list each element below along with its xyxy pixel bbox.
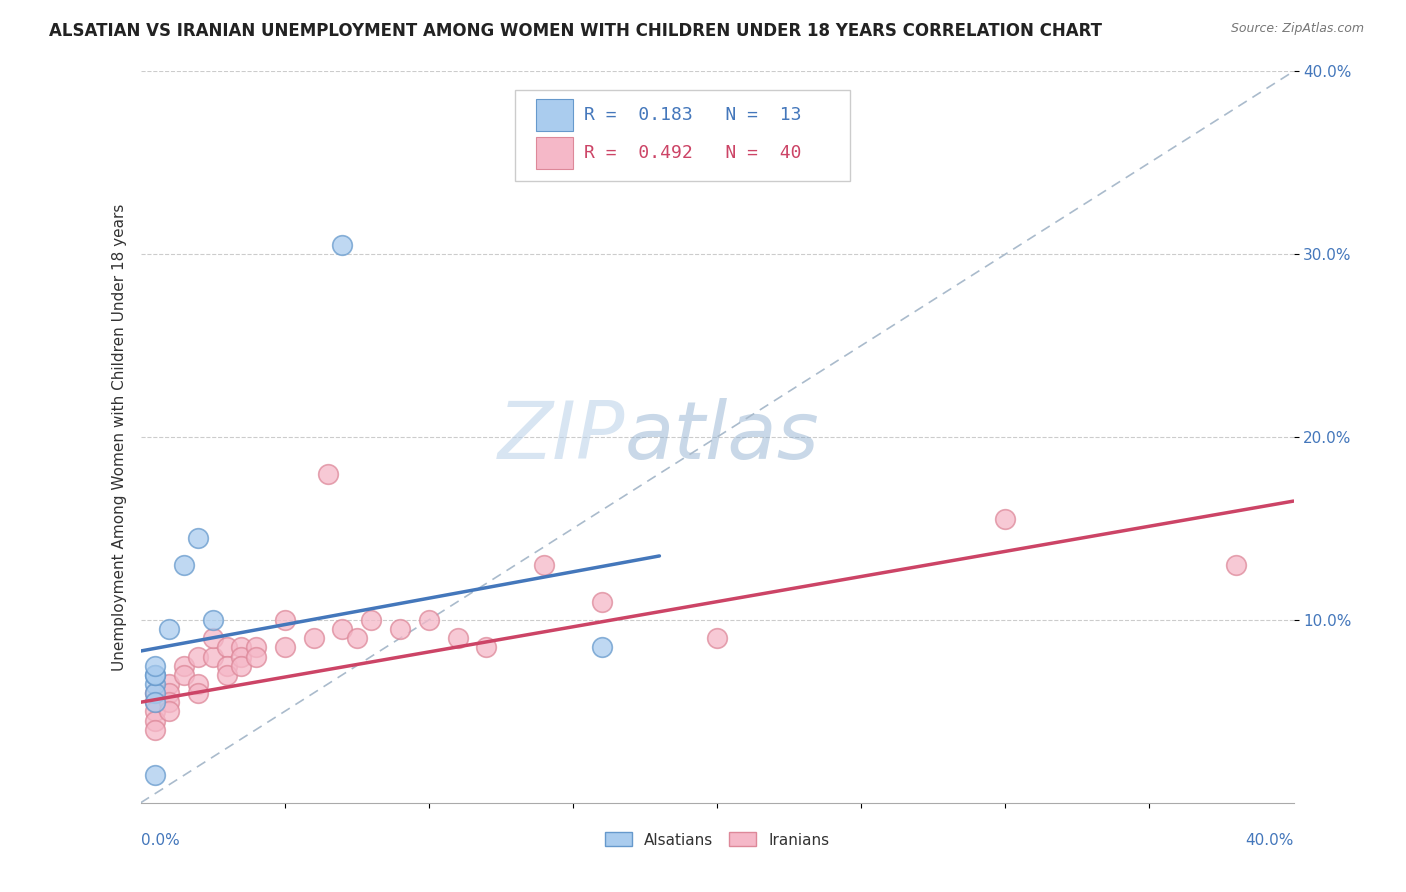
Point [332,238,354,252]
FancyBboxPatch shape [515,90,849,181]
Point [332,622,354,636]
Point [143,768,166,782]
Point [173,658,195,673]
Point [591,594,613,608]
Point [346,632,368,646]
Legend: Alsatians, Iranians: Alsatians, Iranians [599,826,835,854]
Point [143,658,166,673]
Point [591,640,613,655]
Point [143,667,166,681]
FancyBboxPatch shape [536,99,574,131]
Point [143,695,166,709]
Point [143,723,166,737]
Point [187,531,209,545]
Point [360,613,382,627]
Text: atlas: atlas [624,398,820,476]
Point [302,632,325,646]
Point [187,677,209,691]
Text: Source: ZipAtlas.com: Source: ZipAtlas.com [1230,22,1364,36]
Text: ALSATIAN VS IRANIAN UNEMPLOYMENT AMONG WOMEN WITH CHILDREN UNDER 18 YEARS CORREL: ALSATIAN VS IRANIAN UNEMPLOYMENT AMONG W… [49,22,1102,40]
Y-axis label: Unemployment Among Women with Children Under 18 years: Unemployment Among Women with Children U… [111,203,127,671]
Point [1225,558,1247,573]
Point [187,649,209,664]
Point [143,667,166,681]
Point [187,686,209,700]
Text: 40.0%: 40.0% [1246,833,1294,848]
Point [143,686,166,700]
Text: R =  0.492   N =  40: R = 0.492 N = 40 [585,144,801,161]
Point [245,649,267,664]
Point [143,705,166,719]
Point [159,705,180,719]
Point [201,613,224,627]
Point [231,658,253,673]
Point [418,613,440,627]
Point [994,512,1017,526]
Point [388,622,411,636]
Point [159,686,180,700]
Point [201,632,224,646]
FancyBboxPatch shape [536,136,574,169]
Point [159,677,180,691]
Point [316,467,339,481]
Point [447,632,470,646]
Point [143,695,166,709]
Point [274,613,297,627]
Point [533,558,555,573]
Point [173,558,195,573]
Text: 0.0%: 0.0% [141,833,180,848]
Point [475,640,498,655]
Point [274,640,297,655]
Point [143,686,166,700]
Text: ZIP: ZIP [498,398,624,476]
Point [231,640,253,655]
Point [706,632,728,646]
Point [245,640,267,655]
Point [173,667,195,681]
Point [217,667,239,681]
Point [159,695,180,709]
Point [217,640,239,655]
Point [201,649,224,664]
Point [159,622,180,636]
Point [143,677,166,691]
Point [143,714,166,728]
Text: R =  0.183   N =  13: R = 0.183 N = 13 [585,106,801,124]
Point [231,649,253,664]
Point [217,658,239,673]
